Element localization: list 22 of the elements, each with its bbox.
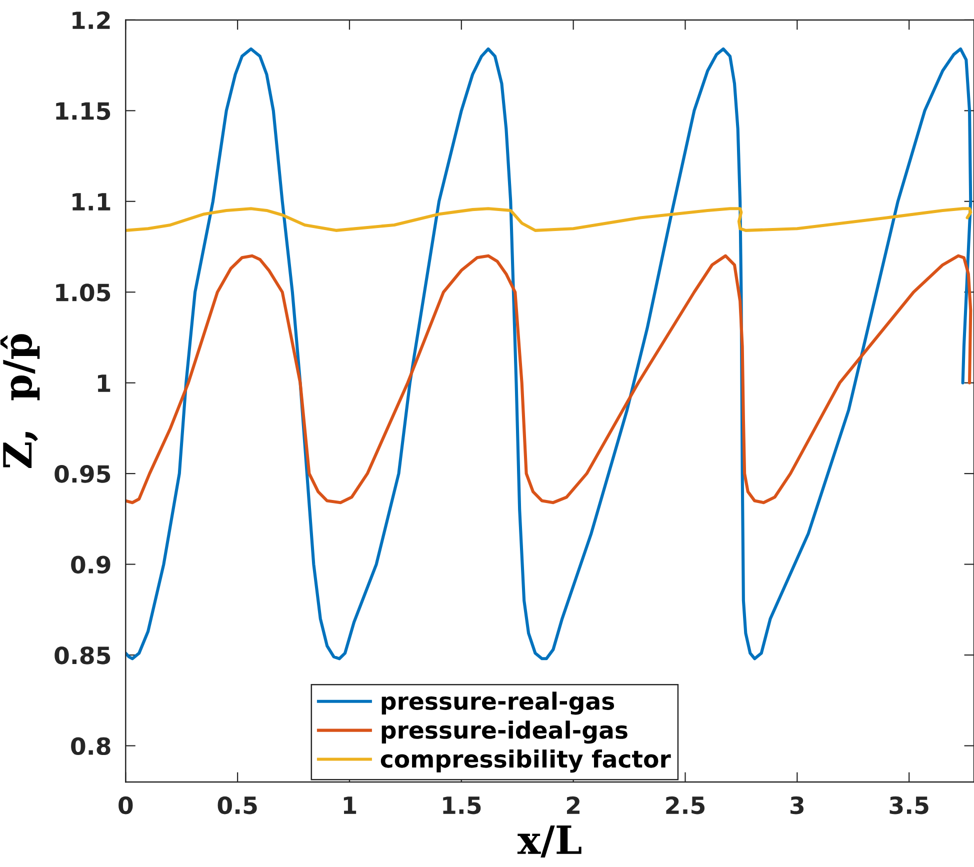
y-tick-label: 1 [98,374,110,392]
y-tick-label: 1.15 [56,102,110,120]
y-axis-title: Z, p/p̂ [0,334,40,468]
y-tick-label: 1.2 [72,11,110,29]
x-tick-label: 1 [344,796,356,814]
x-tick-label: 0.5 [218,796,257,814]
y-tick-label: 1.05 [56,284,110,302]
y-tick-label: 0.8 [71,737,110,756]
x-tick-label: 1.5 [443,796,481,814]
legend-label: pressure-real-gas [382,692,614,715]
y-tick-label: 0.95 [54,465,110,483]
x-tick-label: 2 [566,796,580,814]
legend-label: pressure-ideal-gas [382,720,628,744]
x-tick-label: 0 [118,796,133,814]
legend-label: compressibility factor [380,750,671,773]
x-tick-label: 3.5 [890,796,928,814]
y-tick-label: 1.1 [72,193,110,210]
x-tick-label: 3 [790,796,804,814]
y-tick-label: 0.85 [54,646,110,664]
x-tick-label: 2.5 [666,796,705,814]
x-axis-title: x/L [517,826,582,858]
y-tick-label: 0.9 [71,556,110,574]
